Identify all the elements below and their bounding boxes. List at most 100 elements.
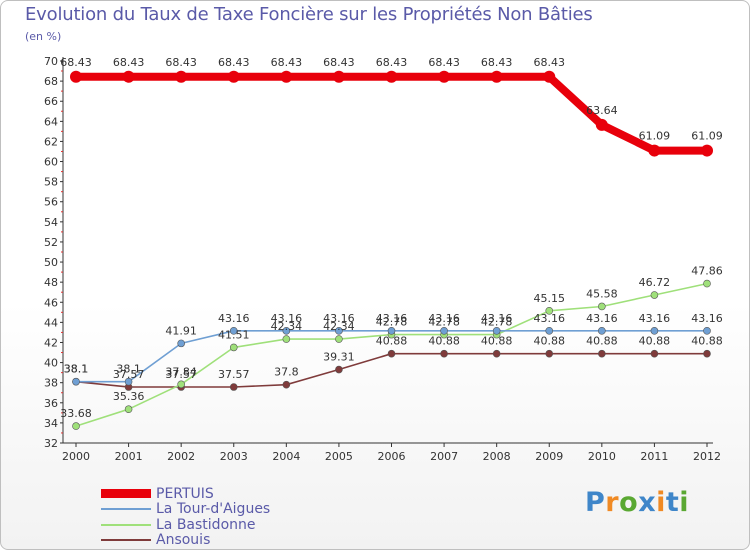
- data-point: [595, 118, 608, 131]
- data-point: [701, 144, 713, 157]
- data-label: 41.51: [218, 328, 250, 341]
- data-label: 40.88: [691, 335, 723, 348]
- data-label: 45.58: [586, 287, 618, 300]
- chart-subtitle: (en %): [25, 30, 62, 43]
- y-tick-label: 44: [44, 316, 58, 329]
- data-label: 61.09: [691, 130, 723, 143]
- legend-swatch: [101, 524, 151, 526]
- y-tick-label: 70: [44, 55, 58, 68]
- data-label: 68.43: [165, 56, 197, 69]
- data-point: [175, 70, 188, 83]
- y-tick-label: 54: [44, 216, 58, 229]
- x-tick-label: 2002: [167, 450, 195, 463]
- data-label: 68.43: [323, 56, 355, 69]
- data-label: 42.34: [323, 320, 355, 333]
- data-label: 68.43: [218, 56, 250, 69]
- data-point: [650, 327, 659, 335]
- data-point: [387, 327, 396, 335]
- data-point: [229, 383, 238, 391]
- x-tick-label: 2000: [62, 450, 90, 463]
- data-point: [332, 70, 345, 83]
- data-point: [282, 380, 291, 389]
- data-label: 33.68: [60, 407, 92, 420]
- logo-letter: r: [605, 487, 620, 518]
- y-tick-label: 36: [44, 397, 58, 410]
- data-label: 38.1: [116, 363, 141, 376]
- data-point: [650, 291, 659, 299]
- data-point: [440, 327, 448, 335]
- x-tick-label: 2010: [588, 450, 616, 463]
- data-point: [229, 343, 238, 352]
- data-label: 42.78: [376, 316, 408, 329]
- legend-swatch: [101, 489, 151, 498]
- x-tick-label: 2008: [483, 450, 511, 463]
- logo-letter: i: [656, 487, 666, 518]
- data-label: 38.1: [64, 363, 89, 376]
- data-label: 40.88: [481, 335, 513, 348]
- data-point: [703, 327, 711, 335]
- y-tick-label: 52: [44, 236, 58, 249]
- data-point: [598, 302, 606, 311]
- x-tick-label: 2007: [430, 450, 458, 463]
- legend-label: La Tour-d'Aigues: [156, 501, 271, 517]
- data-point: [227, 70, 240, 83]
- data-label: 40.88: [534, 335, 566, 348]
- y-tick-label: 42: [44, 336, 58, 349]
- x-tick-label: 2011: [640, 450, 668, 463]
- data-point: [280, 70, 293, 83]
- data-label: 41.91: [165, 324, 197, 337]
- y-tick-label: 58: [44, 176, 58, 189]
- data-label: 43.16: [639, 312, 671, 325]
- data-point: [648, 144, 661, 157]
- y-tick-label: 66: [44, 95, 58, 108]
- legend-label: Ansouis: [156, 532, 211, 548]
- data-label: 43.16: [691, 312, 723, 325]
- chart-title: Evolution du Taux de Taxe Foncière sur l…: [25, 4, 593, 25]
- data-point: [545, 307, 554, 315]
- data-point: [72, 422, 80, 430]
- data-point: [387, 349, 396, 358]
- data-point: [335, 365, 343, 374]
- legend-label: PERTUIS: [156, 486, 214, 502]
- data-label: 37.84: [165, 365, 197, 378]
- logo-letter: x: [638, 487, 657, 518]
- data-label: 68.43: [481, 56, 513, 69]
- data-point: [177, 339, 185, 348]
- data-point: [70, 70, 82, 83]
- y-tick-label: 60: [44, 156, 58, 169]
- data-label: 38.1: [64, 363, 89, 376]
- data-point: [124, 405, 133, 414]
- y-tick-label: 68: [44, 75, 58, 88]
- data-point: [492, 327, 501, 335]
- legend-item-ansouis: Ansouis: [101, 532, 341, 548]
- data-point: [598, 327, 606, 335]
- y-tick-label: 32: [44, 437, 58, 450]
- data-label: 68.43: [113, 56, 145, 69]
- legend-label: La Bastidonne: [156, 517, 256, 533]
- data-label: 68.43: [534, 56, 566, 69]
- data-label: 42.78: [481, 316, 513, 329]
- data-label: 47.86: [691, 265, 723, 278]
- data-label: 40.88: [639, 335, 671, 348]
- data-point: [703, 349, 711, 358]
- y-tick-label: 56: [44, 196, 58, 209]
- x-tick-label: 2005: [325, 450, 353, 463]
- legend-swatch: [101, 508, 151, 510]
- legend-item-la-bastidonne: La Bastidonne: [101, 517, 341, 533]
- data-point: [335, 327, 343, 335]
- data-point: [282, 327, 291, 335]
- data-point: [545, 349, 554, 358]
- data-label: 37.57: [165, 368, 197, 381]
- y-tick-label: 48: [44, 276, 58, 289]
- logo-letter: o: [619, 487, 639, 518]
- data-point: [545, 327, 554, 335]
- x-tick-label: 2004: [272, 450, 300, 463]
- data-label: 43.16: [428, 312, 460, 325]
- y-tick-label: 50: [44, 256, 58, 269]
- data-point: [490, 70, 503, 83]
- y-tick-label: 38: [44, 377, 58, 390]
- logo-letter: t: [665, 487, 680, 518]
- data-point: [335, 335, 343, 343]
